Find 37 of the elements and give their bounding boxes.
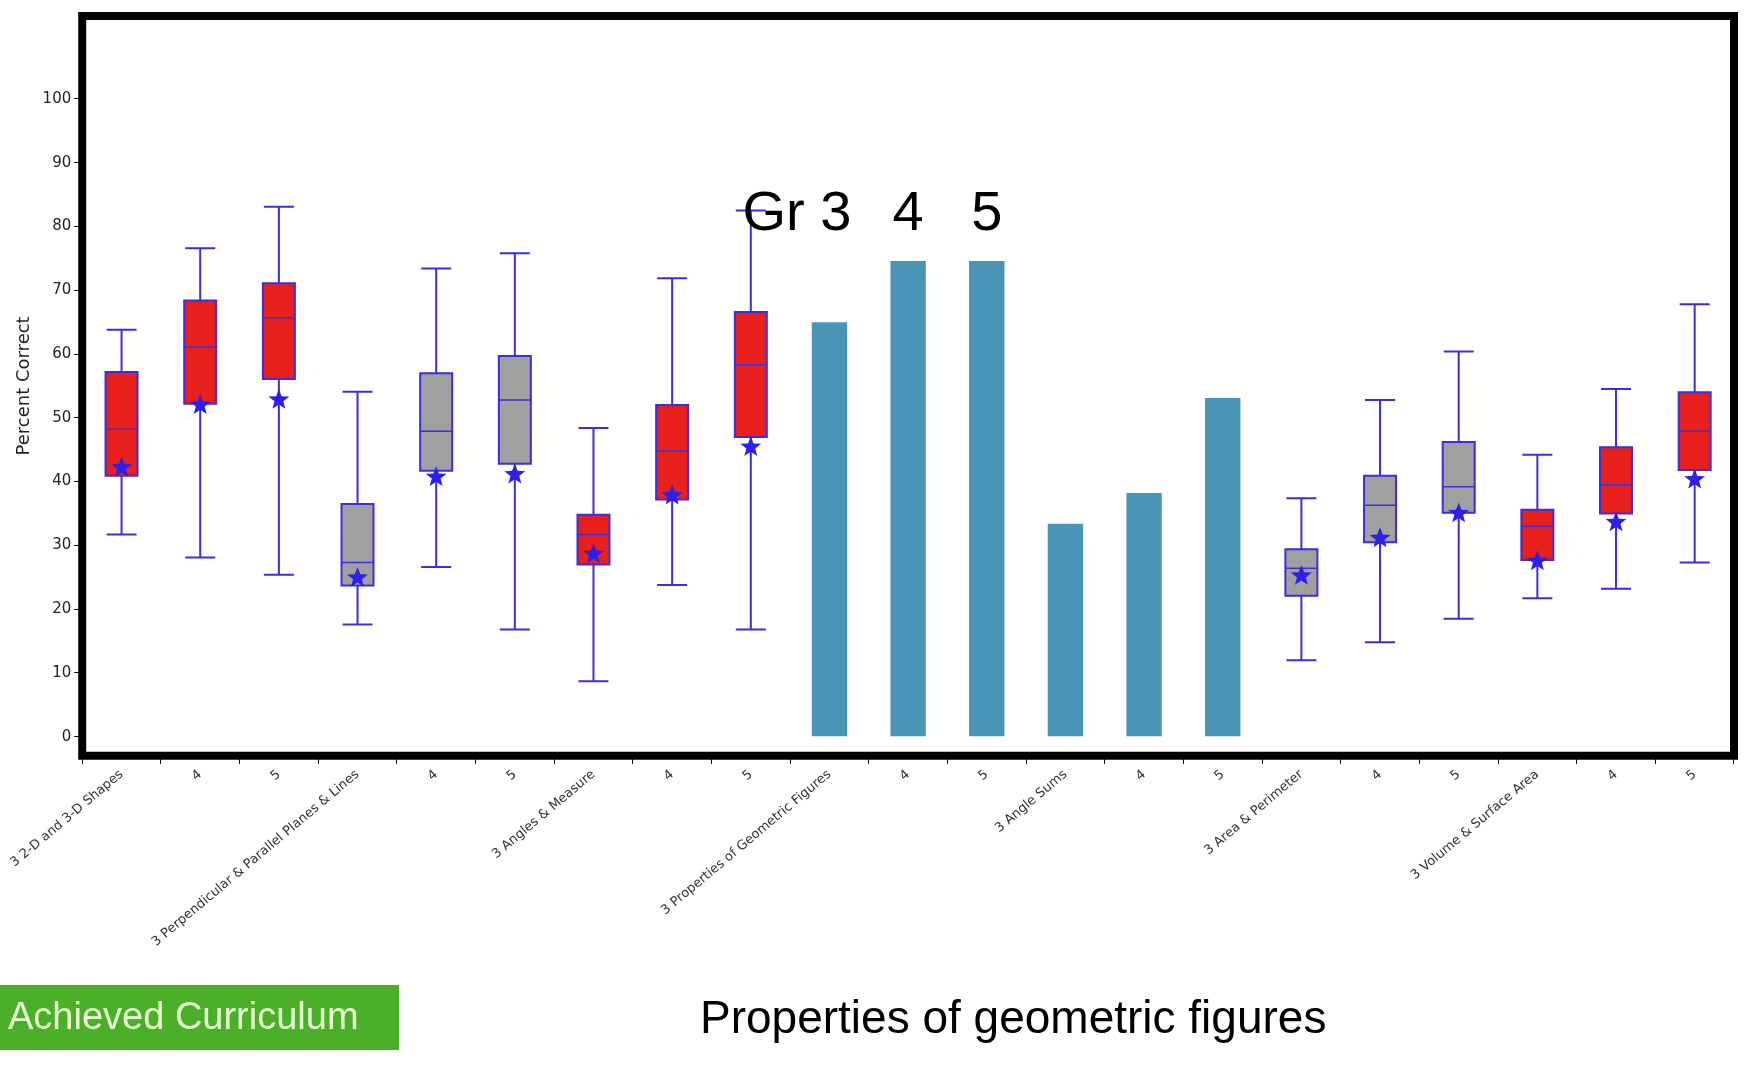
bar [1205, 398, 1241, 737]
x-tick-label: 4 [1368, 766, 1385, 783]
annotation: Gr 3 [742, 179, 852, 243]
x-tick-label: 5 [502, 766, 519, 783]
bar [1126, 493, 1162, 737]
bar [811, 322, 848, 737]
bar [1047, 523, 1084, 737]
y-tick-label: 70 [52, 280, 72, 299]
bar [969, 260, 1005, 737]
annotation: 5 [971, 179, 1003, 243]
x-tick-label: 4 [1604, 766, 1621, 783]
bar [890, 260, 926, 737]
x-tick-label: 5 [1446, 766, 1463, 783]
y-tick-label: 0 [61, 726, 72, 745]
text: Achieved Curriculum [0, 985, 399, 1050]
x-tick-label: 5 [738, 766, 755, 783]
x-tick-label: 4 [424, 766, 441, 783]
annotation: 4 [892, 179, 924, 243]
x-tick-label: 5 [1682, 766, 1699, 783]
x-tick-label: 4 [1132, 766, 1149, 783]
y-tick-label: 60 [52, 343, 72, 362]
y-axis-title: Percent Correct [12, 316, 34, 456]
y-tick-label: 80 [52, 216, 72, 235]
y-tick-label: 10 [52, 662, 72, 681]
x-tick-label: 4 [188, 766, 205, 783]
y-tick-label: 90 [52, 152, 72, 171]
y-tick-label: 100 [42, 88, 72, 107]
x-tick-label: 5 [1210, 766, 1227, 783]
y-tick-label: 20 [52, 599, 72, 618]
x-tick-label: 5 [266, 766, 283, 783]
x-tick-label: 4 [660, 766, 677, 783]
y-tick-label: 50 [52, 407, 72, 426]
y-tick-label: 40 [52, 471, 72, 490]
x-tick-label: 5 [974, 766, 991, 783]
text: Properties of geometric figures [700, 990, 1327, 1044]
x-tick-label: 4 [896, 766, 913, 783]
y-tick-label: 30 [52, 535, 72, 554]
